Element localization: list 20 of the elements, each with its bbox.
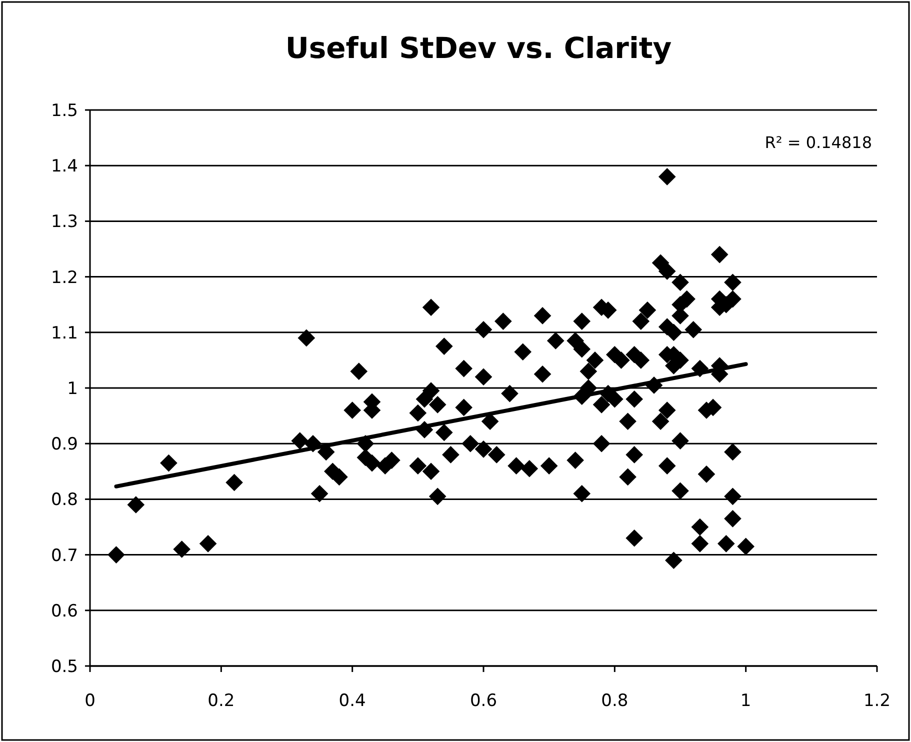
annotation: R² = 0.14818 bbox=[764, 133, 872, 152]
y-tick-label: 0.9 bbox=[50, 434, 78, 455]
x-tick-label: 0.8 bbox=[601, 691, 628, 711]
x-tick-label: 0.4 bbox=[338, 691, 366, 711]
y-tick-label: 1.4 bbox=[50, 156, 78, 177]
x-tick-label: 0.6 bbox=[470, 691, 498, 711]
y-tick-label: 1.3 bbox=[50, 212, 78, 232]
y-tick-label: 0.5 bbox=[50, 656, 78, 677]
y-tick-label: 1.1 bbox=[50, 323, 78, 344]
y-tick-label: 0.8 bbox=[50, 490, 78, 510]
x-tick-label: 1.2 bbox=[863, 691, 891, 711]
chart-title: Useful StDev vs. Clarity bbox=[285, 31, 672, 65]
y-tick-label: 0.6 bbox=[50, 601, 78, 622]
x-tick-label: 0.2 bbox=[208, 691, 235, 711]
x-tick-label: 0 bbox=[84, 691, 96, 711]
y-tick-label: 1 bbox=[67, 378, 78, 399]
y-tick-label: 1.2 bbox=[50, 268, 78, 288]
x-tick-label: 1 bbox=[740, 691, 752, 711]
y-tick-label: 0.7 bbox=[50, 546, 78, 566]
y-tick-label: 1.5 bbox=[50, 100, 78, 121]
